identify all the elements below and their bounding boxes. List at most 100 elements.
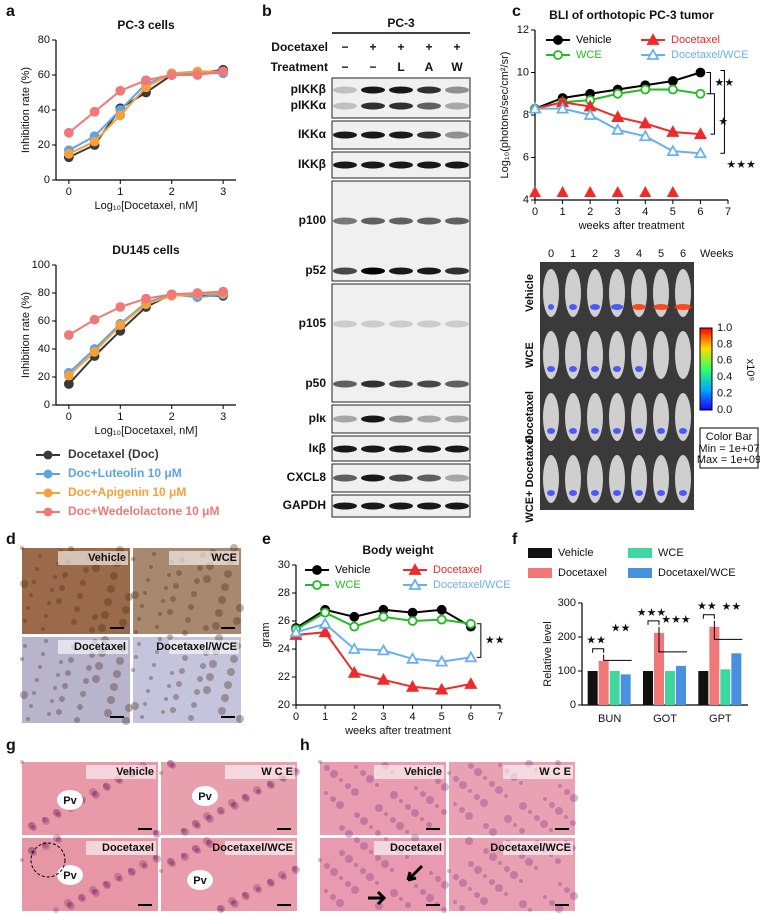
y-tick-label: 20: [278, 699, 290, 711]
texture: [324, 791, 328, 795]
legend-label: Docetaxel (Doc): [68, 447, 159, 461]
texture: [558, 784, 562, 788]
image-label: W C E: [539, 766, 571, 778]
treatment-marker: [611, 186, 624, 197]
texture: [53, 809, 59, 815]
texture: [242, 892, 246, 896]
band: [389, 131, 413, 139]
texture: [420, 817, 424, 821]
x-tick-label: BUN: [598, 713, 621, 725]
signal: [547, 428, 555, 434]
image-label: Docetaxel: [102, 842, 154, 854]
marker: [666, 144, 680, 157]
texture: [474, 892, 480, 898]
texture: [194, 578, 200, 584]
marker: [646, 48, 660, 60]
marker: [638, 116, 652, 129]
texture: [228, 897, 236, 905]
texture: [67, 902, 73, 908]
texture: [468, 887, 472, 891]
band: [333, 445, 357, 453]
texture: [411, 809, 419, 817]
texture: [339, 825, 345, 831]
marker: [666, 125, 680, 137]
texture: [181, 828, 185, 832]
signal: [548, 304, 554, 310]
y-tick-label: 10: [517, 66, 529, 78]
x-tick-label: 0: [66, 411, 72, 423]
texture: [351, 788, 359, 796]
texture: [375, 881, 379, 885]
mouse: [631, 455, 647, 503]
band-label: IKKβ: [298, 157, 326, 171]
texture: [489, 853, 497, 861]
texture: [414, 884, 418, 888]
legend-label: Doc+Wedelolactone 10 μM: [68, 504, 220, 518]
texture: [230, 544, 238, 552]
y-axis-label: gram: [260, 622, 272, 647]
label-bg: [169, 640, 239, 654]
y-axis-label: Inhibition rate (%): [20, 67, 32, 153]
texture: [354, 765, 358, 769]
texture: [441, 881, 449, 889]
texture: [158, 612, 162, 616]
x-tick-label: 3: [220, 186, 226, 198]
texture: [212, 622, 220, 630]
marker: [115, 85, 126, 96]
texture: [519, 802, 527, 810]
texture: [267, 781, 275, 789]
x-axis-label: Log₁₀[Docetaxel, nM]: [94, 425, 197, 437]
texture: [181, 828, 187, 834]
legend-marker: [43, 488, 53, 498]
texture: [83, 567, 89, 573]
texture: [206, 673, 214, 681]
texture: [390, 868, 394, 872]
texture: [142, 863, 146, 867]
colorbar: [699, 327, 713, 411]
texture: [555, 905, 563, 913]
label-bg: [86, 765, 156, 779]
band: [445, 380, 469, 388]
y-tick-label: 22: [278, 671, 290, 683]
texture: [230, 655, 238, 663]
treatment-marker: [666, 186, 679, 197]
texture: [149, 565, 153, 569]
texture: [489, 828, 497, 836]
image-label: Docetaxel/WCE: [212, 842, 293, 854]
texture: [119, 619, 127, 627]
texture: [231, 802, 235, 806]
texture: [519, 781, 523, 785]
marker: [115, 320, 126, 331]
image-label: Docetaxel/WCE: [156, 641, 237, 653]
marker: [612, 88, 623, 99]
texture: [173, 694, 179, 700]
label-bg: [58, 551, 128, 565]
texture: [20, 760, 24, 764]
marker: [638, 129, 652, 142]
texture: [128, 868, 136, 876]
texture: [92, 889, 98, 895]
band: [333, 102, 357, 110]
x-axis-label: weeks after treatment: [578, 220, 685, 232]
texture: [122, 606, 130, 614]
texture: [256, 789, 260, 793]
lane-label: −: [341, 60, 348, 74]
texture: [20, 546, 24, 550]
texture: [267, 879, 271, 883]
bracket: [710, 93, 715, 135]
x-tick-label: 6: [468, 711, 474, 723]
texture: [158, 637, 162, 641]
significance: ★★★: [661, 614, 691, 626]
texture: [164, 697, 168, 701]
texture: [191, 591, 197, 597]
label-bg: [86, 841, 156, 855]
signal: [657, 428, 665, 434]
mouse: [653, 331, 669, 379]
texture: [381, 860, 389, 868]
label-bg: [169, 551, 239, 565]
texture: [375, 783, 379, 787]
band: [361, 131, 385, 139]
legend-label: Docetaxel: [433, 564, 482, 576]
y-tick-label: 200: [558, 631, 576, 643]
texture: [131, 668, 135, 672]
